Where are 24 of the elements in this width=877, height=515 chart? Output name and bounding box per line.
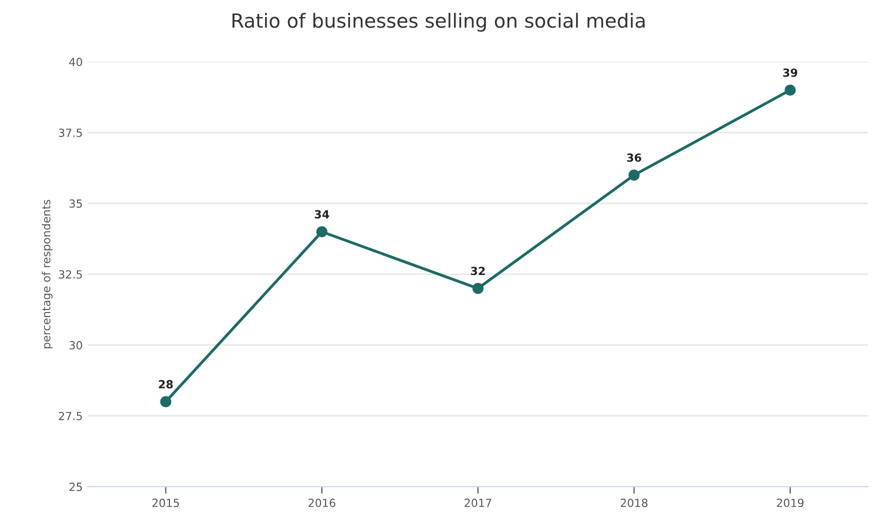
data-label: 39 — [783, 68, 798, 77]
y-tick-label: 35 — [70, 199, 82, 208]
x-tick-label: 2017 — [464, 498, 492, 508]
y-tick-label: 27.5 — [58, 412, 82, 420]
data-label: 36 — [627, 153, 642, 162]
data-label: 32 — [470, 266, 485, 276]
y-tick-label: 30 — [70, 341, 82, 350]
data-label: 34 — [314, 210, 330, 218]
point — [784, 84, 796, 96]
chart-title: Ratio of businesses selling on social media — [232, 12, 645, 32]
x-tick-label: 2019 — [776, 498, 804, 508]
point — [628, 170, 640, 181]
x-tick-label: 2015 — [152, 498, 179, 508]
y-tick-label: 25 — [70, 482, 82, 492]
x-tick-label: 2018 — [620, 498, 648, 508]
point — [316, 226, 328, 238]
y-tick-label: 37.5 — [58, 128, 82, 137]
y-tick-label: 32.5 — [58, 270, 82, 279]
point — [160, 396, 172, 408]
y-axis-title: percentage of respondents — [42, 200, 53, 348]
x-tick-label: 2016 — [308, 498, 336, 508]
point — [472, 282, 484, 294]
y-tick-label: 40 — [69, 58, 82, 66]
data-label: 28 — [158, 380, 173, 388]
